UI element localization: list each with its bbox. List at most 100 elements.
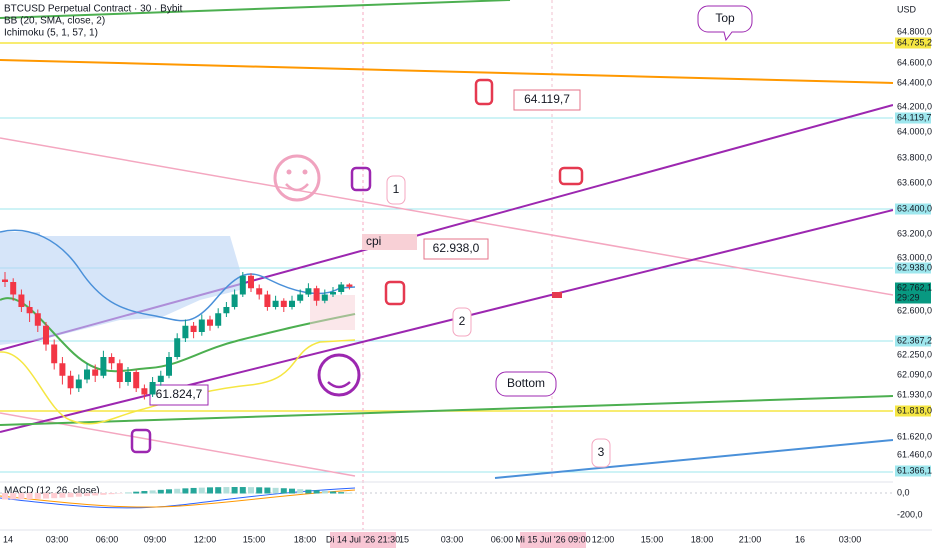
price-label: 63.600,0	[897, 177, 932, 187]
macd-bar	[100, 493, 107, 495]
macd-bar	[207, 487, 213, 494]
flag-icon	[552, 292, 562, 298]
macd-bar	[280, 488, 287, 494]
candle-body	[289, 300, 295, 307]
macd-bar	[67, 493, 74, 498]
price-label-bg	[895, 335, 931, 347]
smiley-icon	[317, 353, 361, 397]
candle-body	[174, 338, 181, 357]
annotation: 61.824,7	[156, 387, 203, 401]
time-label: 03:00	[46, 534, 69, 544]
macd-bar	[149, 490, 156, 494]
macd-bar	[2, 493, 8, 500]
macd-bar	[313, 490, 320, 494]
time-axis-labels: 14 03:00 06:00 09:00 12:00 15:00 18:00 Di 14 Ju…	[3, 532, 861, 548]
candle-body	[346, 284, 353, 287]
time-label: 18:00	[691, 534, 714, 544]
candle-body	[157, 375, 164, 382]
price-label: 63.400,0	[897, 203, 932, 213]
callout	[513, 89, 581, 111]
ichimoku-cloud	[0, 232, 240, 345]
macd-bar	[84, 493, 90, 497]
time-label: 03:00	[839, 534, 862, 544]
trendline	[0, 0, 511, 19]
indicator-label: MACD (12, 26, close)	[4, 486, 100, 497]
price-label: 62.762,1	[897, 282, 932, 292]
macd-bar	[34, 493, 41, 499]
annotation: 1	[393, 182, 400, 196]
candle-body	[223, 307, 230, 314]
candle-body	[321, 294, 328, 301]
bb-upper	[0, 229, 356, 322]
candle-body	[272, 300, 279, 307]
price-label: 63.800,0	[897, 152, 932, 162]
candle-body	[43, 325, 49, 345]
candle-body	[2, 279, 8, 282]
candle-body	[59, 363, 66, 376]
candle-body	[67, 375, 74, 389]
time-label: 14	[3, 534, 13, 544]
price-label: 29:29	[897, 292, 920, 302]
macd-bar	[125, 492, 131, 494]
macd-bar	[116, 493, 123, 494]
macd-bar	[26, 493, 33, 500]
candle-body	[338, 284, 345, 292]
price-label: 62.250,0	[897, 349, 932, 359]
time-label: 15	[399, 534, 409, 544]
annotation: 2	[459, 314, 466, 328]
time-label: 12:00	[592, 534, 615, 544]
candle-body	[116, 363, 123, 382]
time-label: Mi 15 Jul '26 09:00	[515, 534, 590, 544]
smiley-icon	[302, 169, 308, 175]
macd-bar	[75, 493, 82, 497]
candle-body	[51, 344, 58, 364]
candle-body	[280, 300, 287, 307]
annotation: Top	[715, 11, 735, 25]
candle-body	[264, 294, 271, 307]
candle-body	[133, 372, 140, 389]
macd-bar	[157, 489, 164, 494]
callout	[149, 384, 209, 406]
price-label: USD	[897, 4, 917, 14]
macd-bar	[18, 493, 25, 500]
time-label: 09:00	[144, 534, 167, 544]
candle-body	[305, 288, 312, 295]
plot-area	[0, 0, 894, 530]
trendline	[0, 59, 894, 84]
macd-bar	[305, 489, 312, 494]
candle-body	[190, 325, 197, 332]
candle-body	[125, 372, 131, 382]
annotation: 64.119,7	[524, 92, 570, 106]
macd-bar	[108, 493, 115, 495]
macd-bar	[223, 487, 230, 494]
indicator-label: Ichimoku (5, 1, 57, 1)	[4, 28, 98, 39]
time-label-bg	[330, 532, 396, 548]
smiley-icon	[327, 381, 351, 389]
price-label: 63.000,0	[897, 252, 932, 262]
candle-body	[231, 294, 238, 307]
candle-body	[330, 292, 336, 295]
trendline	[494, 439, 894, 479]
macd-bar	[174, 488, 181, 494]
candle-body	[248, 275, 254, 289]
price-label-bg	[895, 405, 931, 417]
candle-body	[84, 369, 90, 380]
macd-bar	[43, 493, 49, 499]
time-label: Di 14 Jul '26 21:30	[326, 534, 400, 544]
macd-bar	[182, 488, 189, 494]
price-label: 61.930,0	[897, 389, 932, 399]
time-label: 15:00	[641, 534, 664, 544]
hand-icon	[384, 280, 406, 306]
price-label: 64.119,7	[897, 112, 931, 122]
price-label: 64.735,2	[897, 37, 932, 47]
hand-icon	[350, 166, 372, 192]
time-label: 18:00	[294, 534, 317, 544]
time-label: 15:00	[243, 534, 266, 544]
macd-bar	[231, 487, 238, 494]
candle-body	[108, 357, 115, 364]
candle-body	[313, 288, 320, 301]
candle-body	[26, 307, 33, 314]
candle-body	[149, 382, 156, 395]
annotation: cpi	[366, 234, 381, 248]
